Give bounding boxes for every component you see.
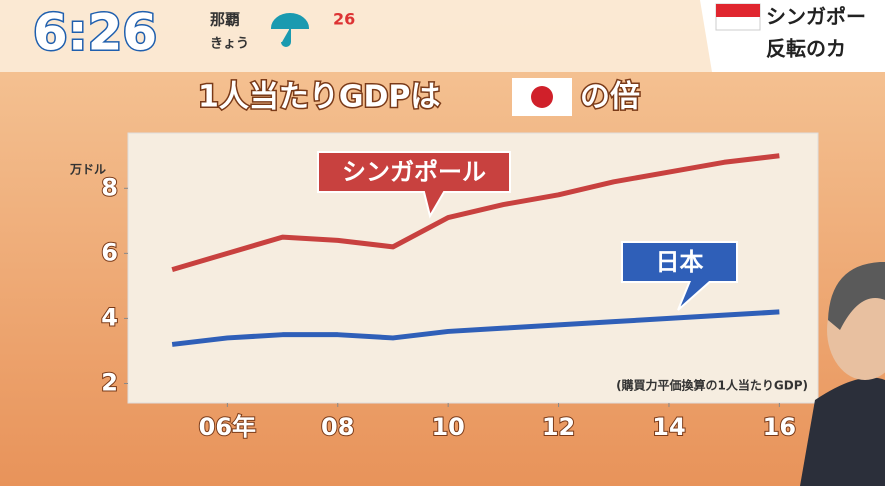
legend-label: シンガポール: [342, 158, 486, 186]
x-tick-label: 12: [542, 413, 575, 441]
day: きょう: [210, 37, 249, 52]
city: 那覇: [210, 11, 240, 29]
x-tick-label: 14: [652, 413, 685, 441]
callout: [621, 241, 738, 311]
y-tick-label: 2: [101, 368, 118, 396]
callout: [317, 151, 511, 219]
y-tick-label: 8: [101, 173, 118, 201]
story-line: シンガポー: [766, 5, 866, 29]
x-tick-label: 16: [763, 413, 796, 441]
x-tick-label: 08: [321, 413, 354, 441]
chart-title: 1人当たりGDPは: [198, 80, 440, 115]
story-line: 反転のカ: [766, 37, 846, 61]
weather-icon: [270, 13, 310, 47]
flag-sg-red: [716, 4, 760, 17]
x-tick-label: 06年: [199, 413, 256, 441]
presenter-hair: [828, 262, 885, 330]
series-line: [171, 153, 780, 273]
presenter-body: [800, 377, 885, 486]
note: (購買力平価換算の1人当たりGDP): [616, 378, 808, 393]
series-line: [171, 309, 780, 347]
temperature: 26: [333, 10, 355, 29]
flag-jp-sun: [531, 86, 553, 108]
y-tick-label: 4: [101, 303, 118, 331]
chart-title: の倍: [580, 80, 640, 115]
clock: 6:26: [33, 4, 157, 62]
legend-label: 日本: [656, 248, 704, 276]
x-tick-label: 10: [431, 413, 464, 441]
y-tick-label: 6: [101, 238, 118, 266]
presenter: [800, 262, 885, 486]
y-unit: 万ドル: [69, 163, 106, 177]
